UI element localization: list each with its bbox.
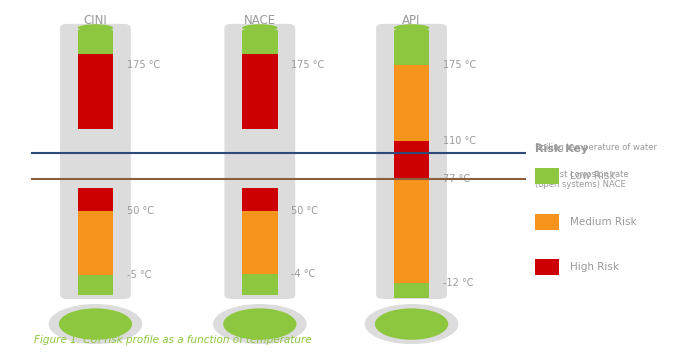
FancyBboxPatch shape	[242, 30, 278, 54]
FancyBboxPatch shape	[242, 274, 278, 295]
Text: Medium Risk: Medium Risk	[570, 216, 637, 227]
FancyBboxPatch shape	[242, 54, 278, 130]
FancyBboxPatch shape	[535, 214, 559, 230]
FancyBboxPatch shape	[535, 168, 559, 184]
Text: -4 °C: -4 °C	[291, 269, 316, 279]
Text: Boiling temperature of water: Boiling temperature of water	[535, 143, 657, 152]
FancyBboxPatch shape	[78, 54, 113, 130]
Ellipse shape	[365, 304, 458, 344]
Ellipse shape	[223, 308, 296, 340]
Text: Highest corrosion rate
(open systems) NACE: Highest corrosion rate (open systems) NA…	[535, 170, 629, 189]
FancyBboxPatch shape	[394, 65, 429, 141]
Text: Risk Key: Risk Key	[535, 144, 588, 154]
Text: 50 °C: 50 °C	[127, 206, 154, 216]
FancyBboxPatch shape	[78, 188, 113, 211]
Ellipse shape	[242, 24, 278, 32]
FancyBboxPatch shape	[78, 211, 113, 275]
Ellipse shape	[78, 24, 113, 32]
FancyBboxPatch shape	[376, 24, 447, 299]
Text: 50 °C: 50 °C	[291, 206, 319, 216]
FancyBboxPatch shape	[242, 188, 278, 211]
Text: API: API	[402, 14, 421, 27]
Text: -5 °C: -5 °C	[127, 270, 151, 280]
FancyBboxPatch shape	[394, 180, 429, 283]
FancyBboxPatch shape	[394, 141, 429, 180]
Ellipse shape	[375, 308, 448, 340]
Text: Figure 1. CUI risk profile as a function of temperature: Figure 1. CUI risk profile as a function…	[34, 335, 312, 345]
Ellipse shape	[59, 308, 132, 340]
FancyBboxPatch shape	[394, 283, 429, 298]
FancyBboxPatch shape	[242, 211, 278, 274]
FancyBboxPatch shape	[225, 24, 296, 299]
Text: 175 °C: 175 °C	[291, 60, 325, 70]
FancyBboxPatch shape	[78, 30, 113, 54]
Text: 175 °C: 175 °C	[443, 60, 477, 70]
Text: 175 °C: 175 °C	[127, 60, 160, 70]
FancyBboxPatch shape	[394, 30, 429, 65]
FancyBboxPatch shape	[78, 275, 113, 295]
Text: NACE: NACE	[244, 14, 276, 27]
Ellipse shape	[213, 304, 306, 344]
Text: -12 °C: -12 °C	[443, 278, 474, 288]
Text: CINI: CINI	[84, 14, 108, 27]
Text: 77 °C: 77 °C	[443, 175, 471, 184]
Ellipse shape	[394, 24, 429, 32]
Text: High Risk: High Risk	[570, 262, 619, 272]
FancyBboxPatch shape	[535, 259, 559, 275]
Text: 110 °C: 110 °C	[443, 136, 476, 146]
Text: Low Risk: Low Risk	[570, 171, 616, 181]
Ellipse shape	[48, 304, 142, 344]
FancyBboxPatch shape	[60, 24, 131, 299]
